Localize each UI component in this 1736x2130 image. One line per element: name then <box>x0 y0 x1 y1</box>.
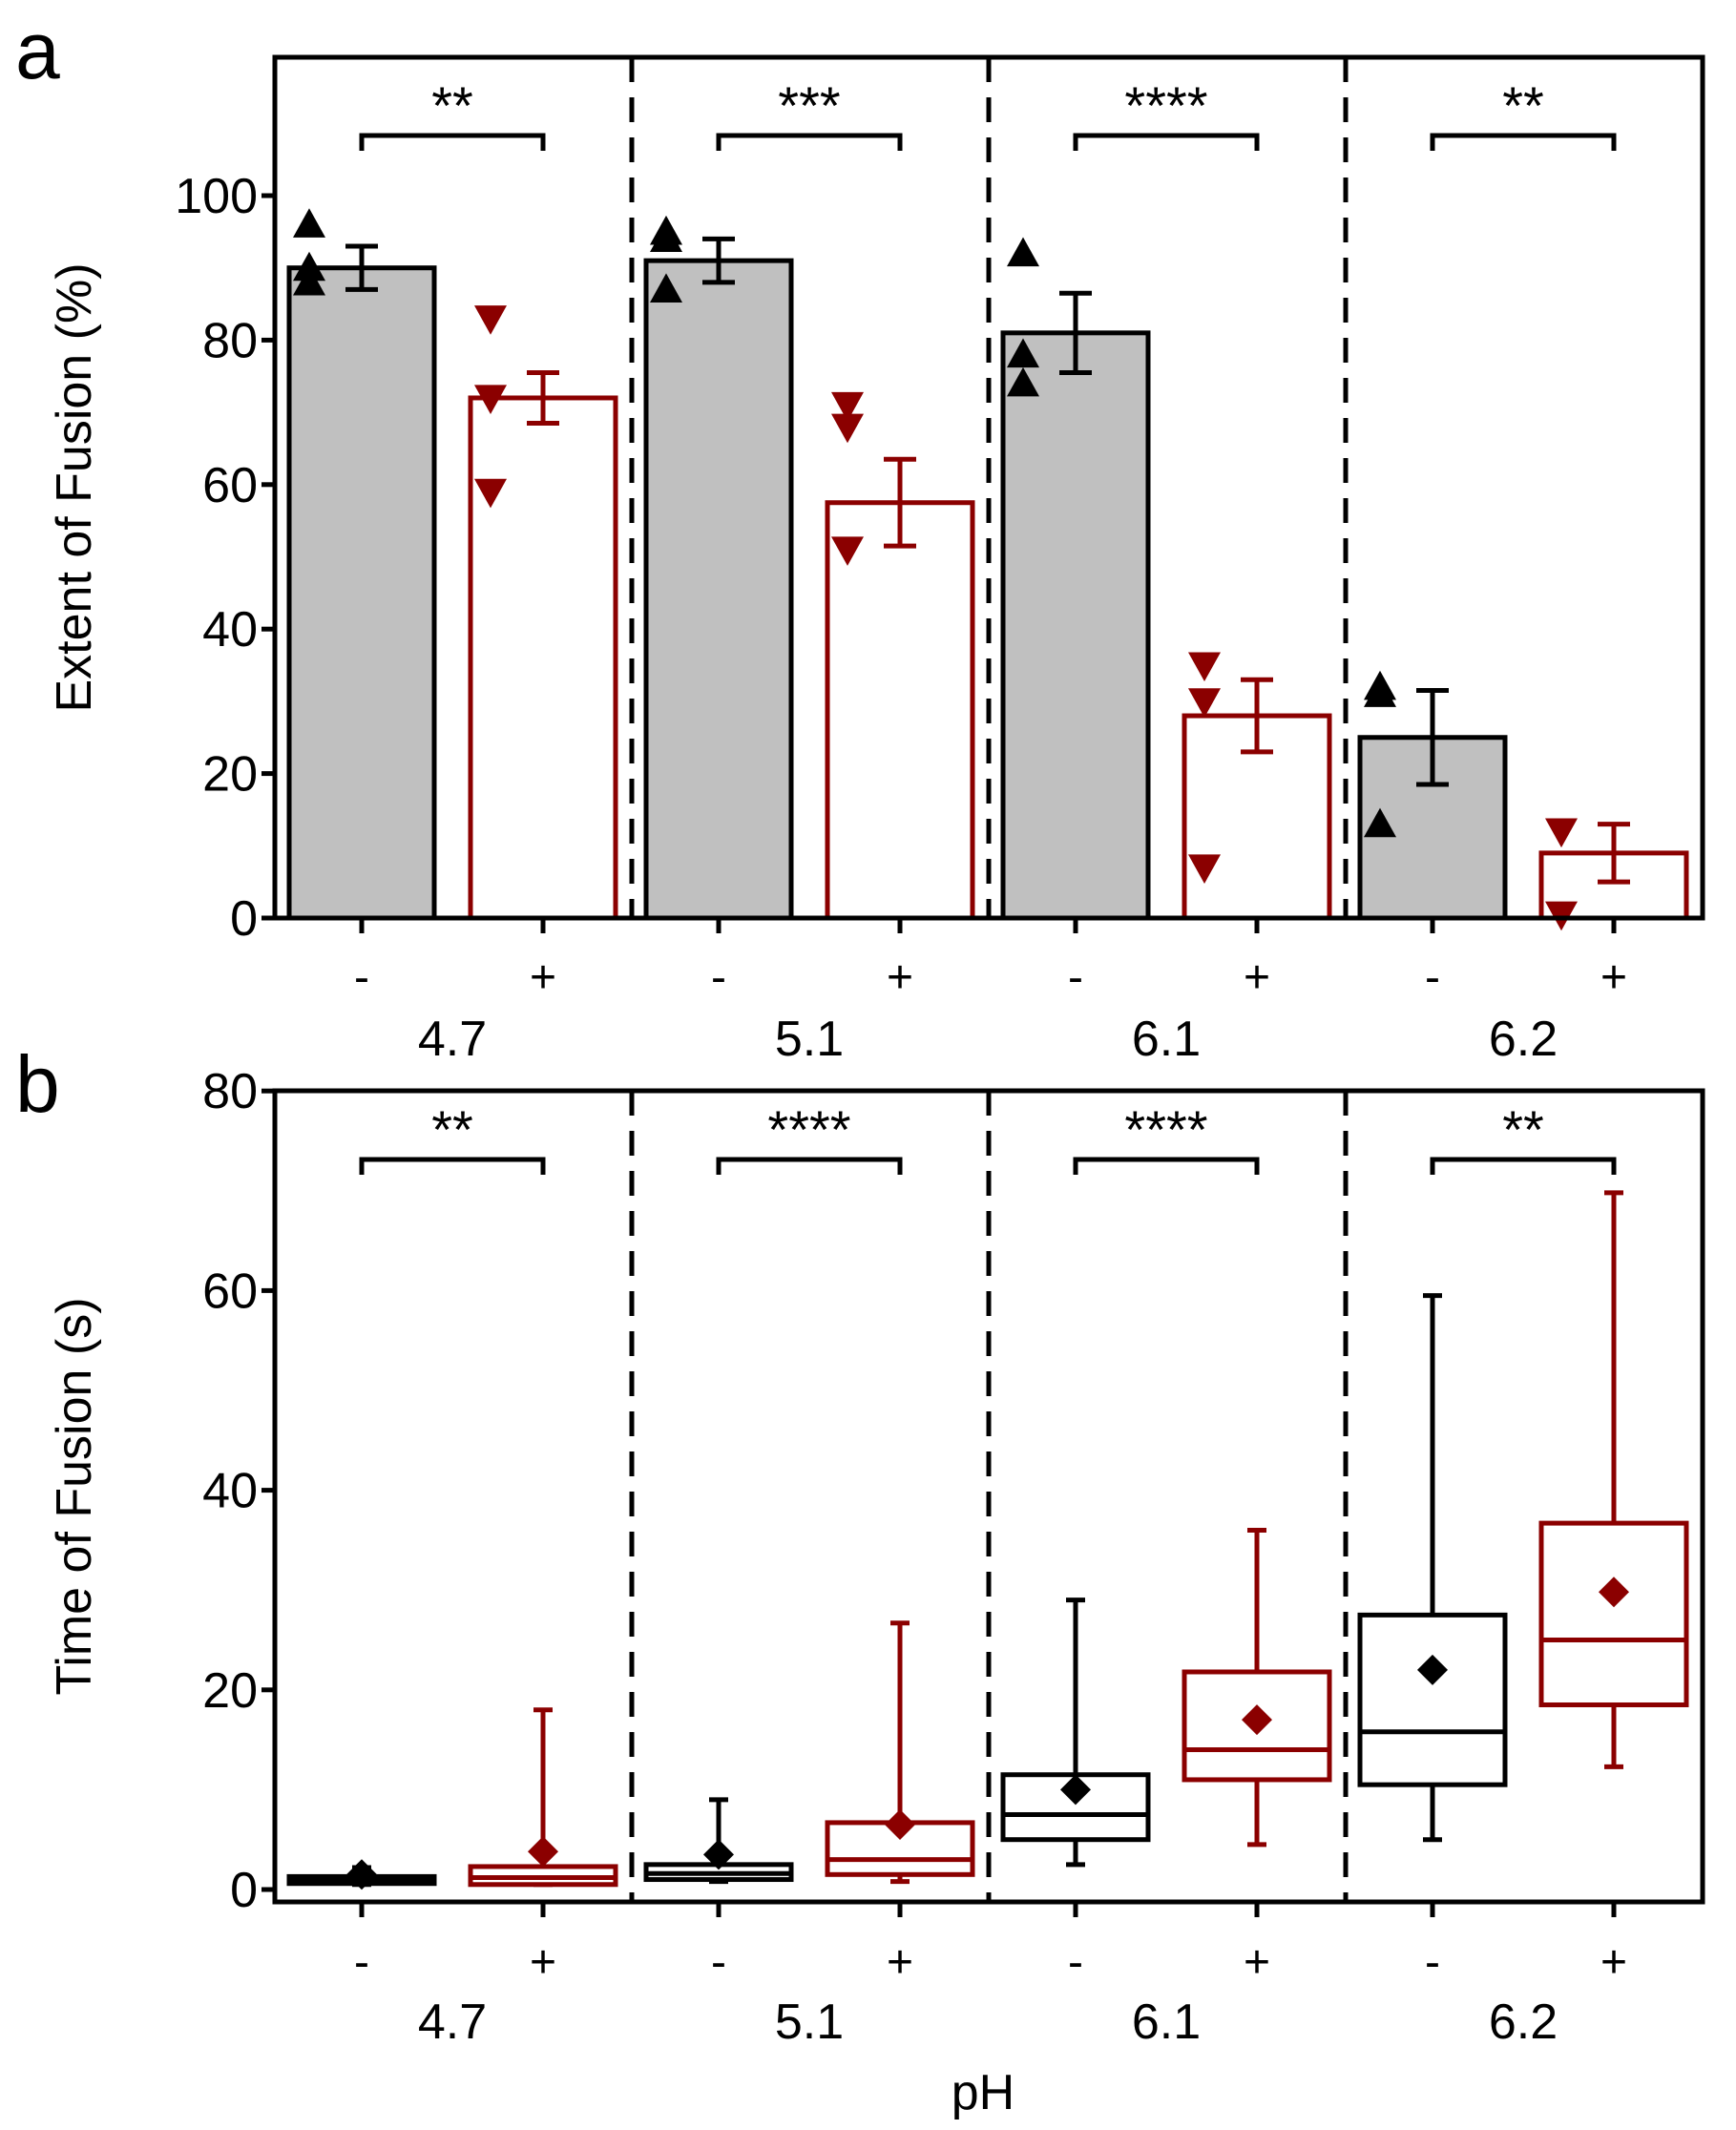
box-mean-diamond <box>528 1836 558 1868</box>
significance-stars: **** <box>1124 75 1207 136</box>
y-tick-label: 100 <box>175 169 258 224</box>
data-point-down-triangle <box>1188 688 1221 718</box>
y-tick-label: 20 <box>202 747 258 803</box>
condition-label: + <box>1600 952 1627 1003</box>
condition-label: - <box>1068 952 1083 1003</box>
condition-label: - <box>1425 952 1440 1003</box>
box-mean-diamond <box>1242 1704 1272 1736</box>
panel-b-y-axis-label: Time of Fusion (s) <box>47 1297 102 1695</box>
panel-a-label: a <box>15 6 60 95</box>
panel-b: b 0 20 40 60 80 - +4.7 ** - +5.1 **** - +6.1 **** - +6.… <box>15 1039 1705 2120</box>
ph-group-label: 5.1 <box>775 1012 844 1067</box>
bar-minus <box>643 258 794 921</box>
box-mean-diamond <box>703 1839 734 1870</box>
data-point-up-triangle <box>1364 678 1396 707</box>
data-point-down-triangle <box>474 385 507 414</box>
y-tick-label: 0 <box>230 891 258 947</box>
panel-a-marks: 0 20 40 60 80 100 - +4.7 ** - +5.1 *** - +6.1 **** - +6.… <box>175 57 1689 1067</box>
box-minus <box>1357 1612 1508 1787</box>
significance-stars: **** <box>767 1099 850 1159</box>
significance-bracket <box>1073 133 1260 151</box>
condition-label: + <box>530 1937 556 1988</box>
panel-a-y-axis-label: Extent of Fusion (%) <box>47 262 102 712</box>
data-point-up-triangle <box>293 265 325 296</box>
panel-b-label: b <box>15 1039 60 1129</box>
condition-label: - <box>1068 1937 1083 1988</box>
condition-label: + <box>887 952 913 1003</box>
ph-group-label: 6.1 <box>1132 1012 1201 1067</box>
condition-label: + <box>1244 1937 1270 1988</box>
significance-stars: *** <box>778 75 840 136</box>
ph-group-label: 4.7 <box>418 1012 487 1067</box>
significance-bracket <box>1430 133 1617 151</box>
bar-minus <box>286 265 437 921</box>
condition-label: + <box>1244 952 1270 1003</box>
data-point-up-triangle <box>293 208 325 238</box>
data-point-up-triangle <box>650 222 682 253</box>
box-plus <box>1538 1520 1689 1707</box>
significance-bracket <box>1073 1157 1260 1175</box>
condition-label: - <box>354 1937 369 1988</box>
condition-label: + <box>530 952 556 1003</box>
condition-label: - <box>1425 1937 1440 1988</box>
ph-group-label: 6.2 <box>1489 1994 1558 2050</box>
y-tick-label: 20 <box>202 1663 258 1719</box>
data-point-up-triangle <box>1007 237 1039 267</box>
data-point-down-triangle <box>831 413 864 444</box>
bar-minus <box>1000 330 1151 921</box>
panel-a-plot-frame <box>272 54 1705 921</box>
box-mean-diamond <box>346 1859 377 1890</box>
panel-b-plot-frame <box>272 1088 1705 1905</box>
ph-group-label: 4.7 <box>418 1994 487 2050</box>
y-tick-label: 0 <box>230 1863 258 1918</box>
y-tick-label: 80 <box>202 1064 258 1119</box>
data-point-down-triangle <box>1188 854 1221 885</box>
data-point-up-triangle <box>650 273 682 303</box>
bar-plus <box>468 395 618 921</box>
significance-stars: ** <box>1502 1099 1544 1159</box>
y-tick-label: 40 <box>202 602 258 658</box>
box-mean-diamond <box>1060 1774 1091 1806</box>
data-point-down-triangle <box>1188 652 1221 682</box>
condition-label: - <box>711 1937 726 1988</box>
box-mean-diamond <box>1417 1654 1448 1685</box>
significance-stars: ** <box>431 1099 473 1159</box>
data-point-down-triangle <box>831 536 864 566</box>
data-point-down-triangle <box>474 478 507 509</box>
condition-label: + <box>887 1937 913 1988</box>
ph-group-label: 6.1 <box>1132 1994 1201 2050</box>
ph-group-label: 5.1 <box>775 1994 844 2050</box>
y-tick-label: 40 <box>202 1464 258 1519</box>
y-tick-label: 80 <box>202 313 258 368</box>
panel-b-x-axis-label: pH <box>952 2065 1014 2120</box>
box-mean-diamond <box>885 1809 915 1841</box>
y-tick-label: 60 <box>202 458 258 513</box>
condition-label: - <box>711 952 726 1003</box>
data-point-down-triangle <box>474 305 507 335</box>
condition-label: + <box>1600 1937 1627 1988</box>
significance-bracket <box>716 1157 903 1175</box>
significance-stars: ** <box>431 75 473 136</box>
significance-bracket <box>1430 1157 1617 1175</box>
box-minus <box>1000 1772 1151 1843</box>
data-point-down-triangle <box>831 391 864 422</box>
data-point-up-triangle <box>1007 366 1039 397</box>
box-mean-diamond <box>1599 1577 1629 1608</box>
significance-bracket <box>359 1157 546 1175</box>
significance-bracket <box>359 133 546 151</box>
bar-plus <box>825 500 975 921</box>
significance-stars: ** <box>1502 75 1544 136</box>
data-point-up-triangle <box>1364 807 1396 838</box>
panel-b-marks: 0 20 40 60 80 - +4.7 ** - +5.1 **** - +6.1 **** - +6.2 *… <box>202 1064 1689 2050</box>
condition-label: - <box>354 952 369 1003</box>
panel-a: a 0 20 40 60 80 100 - +4.7 ** - +5.1 *** - +6.1 **** - +… <box>15 6 1705 1067</box>
ph-group-label: 6.2 <box>1489 1012 1558 1067</box>
data-point-down-triangle <box>1545 818 1578 848</box>
data-point-up-triangle <box>1007 338 1039 368</box>
y-tick-label: 60 <box>202 1263 258 1319</box>
significance-stars: **** <box>1124 1099 1207 1159</box>
significance-bracket <box>716 133 903 151</box>
